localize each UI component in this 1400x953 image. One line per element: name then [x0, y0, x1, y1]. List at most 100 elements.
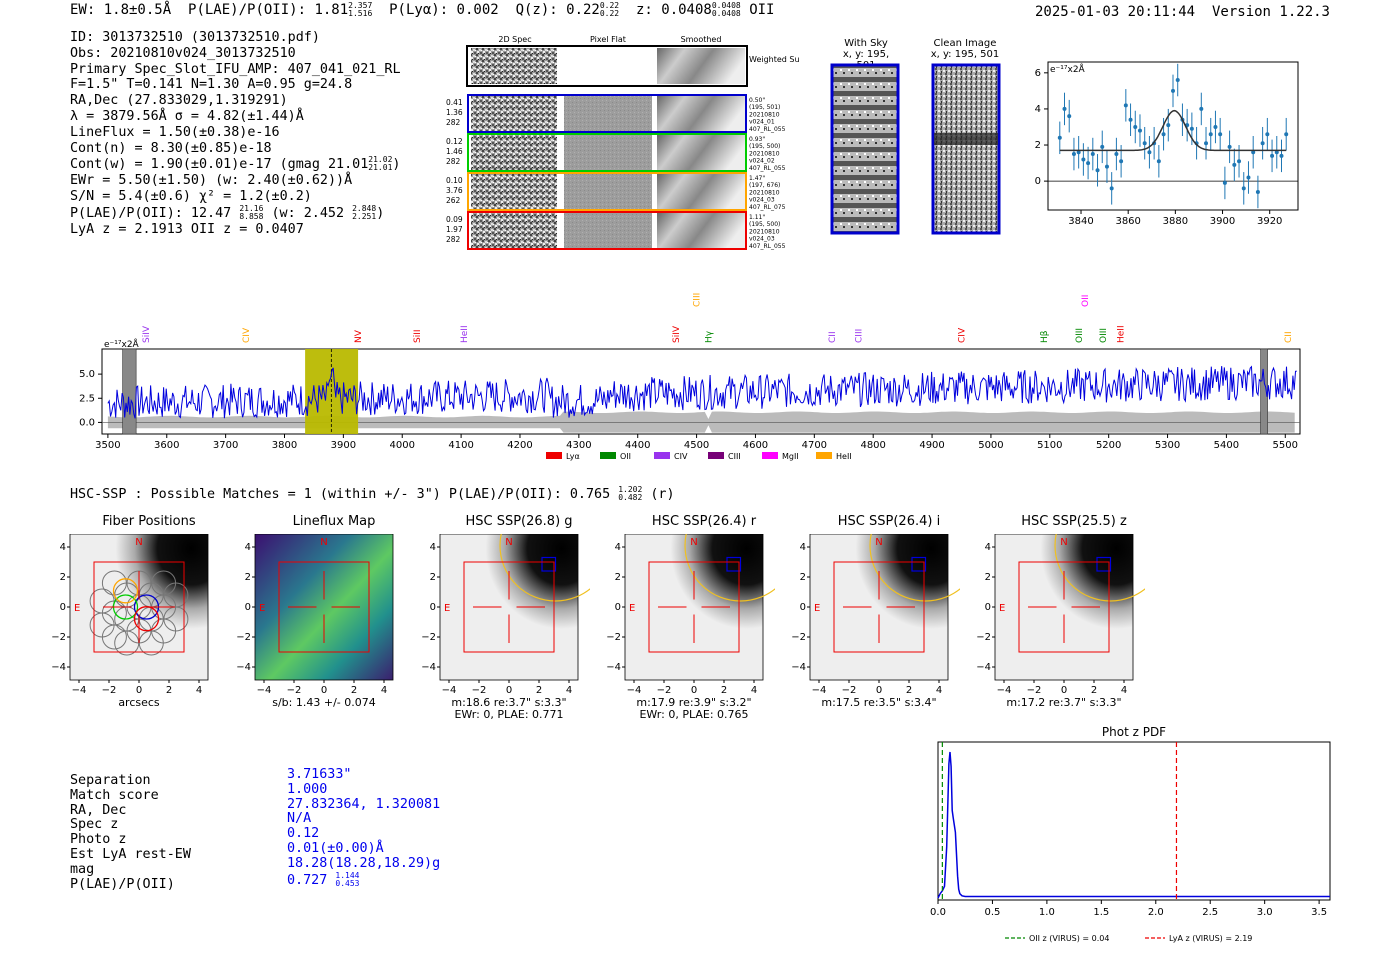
- cutout-row-left-value: 282: [446, 235, 461, 244]
- legend-swatch: [600, 452, 616, 459]
- compass-north: N: [690, 537, 697, 548]
- catalog-match-box: [726, 556, 742, 572]
- match-label: mag: [70, 861, 95, 877]
- cutout-row-left-value: 282: [446, 118, 461, 127]
- legend-label: HeII: [836, 452, 852, 461]
- spectrum-xtick-label: 3900: [331, 440, 356, 451]
- cutout-row-right-value: 0.50": [749, 97, 765, 104]
- cutout-row-smoothed: [657, 174, 745, 209]
- fit-data-point: [1071, 152, 1076, 157]
- fit-data-point: [1237, 159, 1242, 164]
- fit-xtick-label: 3880: [1163, 216, 1188, 227]
- info-contw-hi: 21.02: [368, 155, 393, 165]
- spectrum-xtick-label: 4600: [743, 440, 768, 451]
- match-photoz: 0.12: [287, 826, 320, 842]
- info-lineflux: LineFlux = 1.50(±0.38)e-16: [70, 124, 280, 140]
- photz-axes-frame: [937, 741, 1331, 901]
- spectrum-xtick-label: 5400: [1214, 440, 1239, 451]
- spectrum-xtick-label: 4200: [507, 440, 532, 451]
- panel-xtick-label: 4: [751, 685, 757, 696]
- aperture-ellipse: [1054, 534, 1145, 602]
- fit-ytick-label: 4: [1035, 104, 1041, 115]
- fiber-circle-highlight: [112, 578, 139, 604]
- compass-north: N: [875, 537, 882, 548]
- panel-ytick-label: −4: [52, 662, 66, 673]
- match-labels: Separation Match score RA, Dec Spec z Photo …: [70, 773, 191, 892]
- panel-ytick-label: −2: [422, 632, 436, 643]
- panel-xtick-label: −2: [842, 685, 857, 696]
- panel-ytick-label: 0: [800, 602, 806, 613]
- catalog-match-box: [541, 556, 557, 572]
- sky-clean-images: [830, 63, 1001, 235]
- photz-xtick-label: 0.5: [984, 907, 1000, 918]
- panel-title: HSC SSP(26.4) r: [651, 514, 757, 529]
- fit-data-point: [1175, 78, 1180, 83]
- info-plae-w-lo: 2.251: [352, 211, 377, 221]
- legend-label: MgII: [782, 452, 799, 461]
- hsc-title-text: HSC-SSP : Possible Matches = 1 (within +…: [70, 487, 611, 502]
- header-qz-hi: 0.22: [599, 1, 620, 10]
- fit-data-point: [1161, 132, 1166, 137]
- spectrum-line-label: CII: [828, 331, 838, 343]
- fit-data-point: [1062, 106, 1067, 111]
- legend-lya-label: LyA z (VIRUS) = 2.19: [1169, 934, 1252, 943]
- info-plae-text: P(LAE)/P(OII): 12.47: [70, 205, 232, 221]
- spectrum-line-label: OIII: [1099, 328, 1109, 343]
- panel-xtick-label: −2: [472, 685, 487, 696]
- fit-data-point: [1265, 132, 1270, 137]
- panel-xtick-label: −4: [627, 685, 642, 696]
- clean-image-xy: x, y: 195, 501: [930, 49, 1000, 60]
- timestamp: 2025-01-03 20:11:44: [1034, 4, 1196, 20]
- info-plae: P(LAE)/P(OII): 12.47 21.16 8.858 (w: 2.45…: [70, 203, 385, 221]
- info-lyaz: LyA z = 2.1913 OII z = 0.0407: [70, 221, 304, 237]
- compass-east: E: [999, 603, 1005, 614]
- search-box: [833, 561, 925, 653]
- spectrum-xtick-label: 4000: [390, 440, 415, 451]
- match-plae-value: 0.727: [287, 872, 328, 888]
- clean-image-label: Clean Image: [933, 38, 997, 49]
- match-plae-hi: 1.144: [335, 870, 360, 880]
- photz-pdf-line: [937, 751, 1330, 899]
- spectrum-xtick-label: 3800: [272, 440, 297, 451]
- panel-ytick-label: −4: [607, 662, 621, 673]
- full-spectrum-chart: 3500 3600 3700 3800 3900 4000 4100 4200 4300 4400…: [79, 293, 1301, 461]
- photz-xtick-label: 1.0: [1039, 907, 1055, 918]
- fit-ylabel: e⁻¹⁷x2Å: [1050, 63, 1086, 75]
- panel-xtick-label: −4: [997, 685, 1012, 696]
- legend-label: Lyα: [566, 452, 580, 461]
- fit-xtick-label: 3920: [1257, 216, 1282, 227]
- panel-xtick-label: −2: [287, 685, 302, 696]
- spectrum-xtick-label: 4100: [448, 440, 473, 451]
- header-z-hi: 0.0408: [711, 1, 741, 10]
- fit-data-point: [1119, 159, 1124, 164]
- fit-data-point: [1114, 152, 1119, 157]
- cutout-row-left-value: 1.46: [446, 147, 463, 156]
- cutout-row-left-value: 0.12: [446, 137, 463, 146]
- compass-east: E: [74, 603, 80, 614]
- match-plae: 0.727 1.144 0.453: [287, 870, 440, 889]
- info-params: F=1.5" T=0.141 N=1.30 A=0.95 g=24.8: [70, 77, 353, 93]
- legend-swatch: [654, 452, 670, 459]
- cutout-row-frame: [467, 172, 747, 211]
- spectrum-line-label: CIV: [242, 327, 252, 343]
- spectrum-xtick-label: 3600: [154, 440, 179, 451]
- cutout-row-right-value: (195, 501): [749, 104, 780, 111]
- spectrum-xtick-label: 4400: [625, 440, 650, 451]
- spectrum-xtick-label: 5100: [1037, 440, 1062, 451]
- cutout-row-right-value: 0.93": [749, 136, 765, 143]
- catalog-match-box: [911, 556, 927, 572]
- weighted-sum-label: Weighted Sum: [749, 55, 800, 64]
- panel-xtick-label: 2: [721, 685, 727, 696]
- cutout-row-2d: [471, 135, 557, 170]
- col-title-flat: Pixel Flat: [590, 35, 626, 44]
- cutout-row-2d: [471, 213, 557, 248]
- info-radec: RA,Dec (27.833029,1.319291): [70, 93, 288, 109]
- spectrum-line-label: CIII: [855, 329, 865, 343]
- panel-ytick-label: 0: [430, 602, 436, 613]
- panel-xtick-label: −2: [1027, 685, 1042, 696]
- panel-ytick-label: −2: [607, 632, 621, 643]
- spectrum-xtick-label: 3500: [95, 440, 120, 451]
- match-values: 3.71633" 1.000 27.832364, 1.320081 N/A 0…: [287, 767, 440, 889]
- fit-xtick-label: 3840: [1068, 216, 1093, 227]
- panel-xtick-label: −2: [102, 685, 117, 696]
